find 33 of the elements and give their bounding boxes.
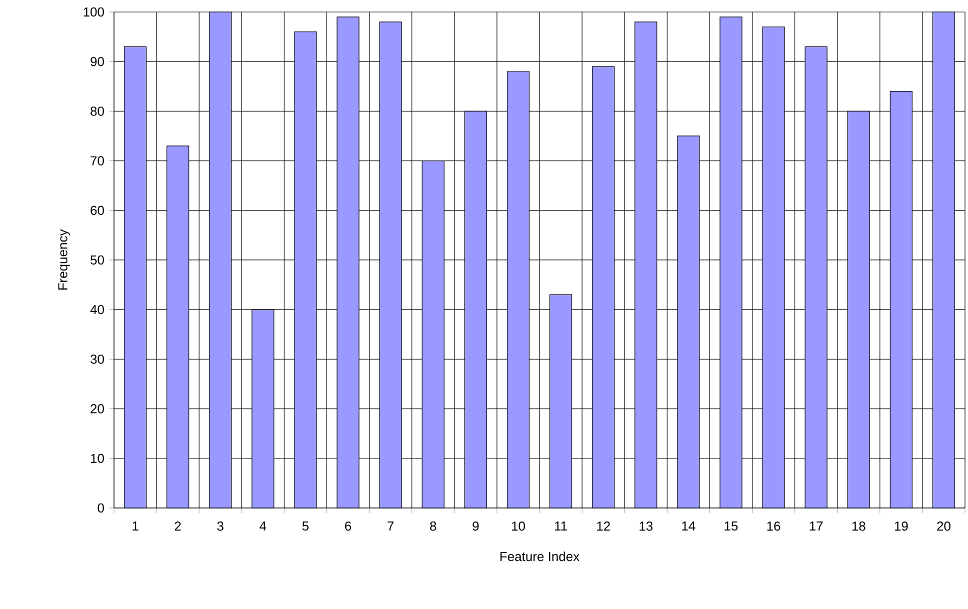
x-tick-label: 9 [472,522,479,531]
y-tick-label: 50 [90,255,104,265]
y-tick-label: 90 [90,56,104,66]
x-tick-label: 10 [512,522,525,531]
x-tick-label: 5 [302,522,309,531]
x-tick-label: 20 [937,522,950,531]
x-tick-label: 2 [174,522,181,531]
x-tick-label: 19 [894,522,908,531]
y-tick-label: 30 [90,354,104,364]
x-tick-label: 1 [132,522,138,530]
x-axis-title: Feature Index [500,552,580,562]
x-tick-label: 7 [388,522,394,530]
x-tick-label: 16 [767,522,780,531]
x-tick-label: 17 [810,522,823,530]
x-tick-label: 8 [430,522,436,531]
y-tick-label: 10 [91,454,104,463]
x-tick-label: 3 [217,522,224,531]
y-tick-label: 100 [84,7,104,17]
x-tick-label: 15 [724,522,738,531]
x-tick-label: 18 [852,522,866,531]
y-tick-label: 80 [90,106,104,116]
y-tick-label: 70 [90,156,104,166]
y-tick-label: 60 [90,206,104,215]
y-tick-label: 20 [90,404,104,414]
x-tick-label: 4 [260,522,266,530]
x-tick-label: 6 [345,522,352,531]
y-tick-label: 40 [90,304,104,314]
y-axis-title: Frequency [58,229,70,290]
x-tick-label: 14 [682,522,696,530]
x-tick-label: 13 [640,522,653,531]
x-tick-label: 11 [555,522,567,530]
y-tick-label: 0 [98,503,104,513]
x-tick-label: 12 [597,522,610,531]
